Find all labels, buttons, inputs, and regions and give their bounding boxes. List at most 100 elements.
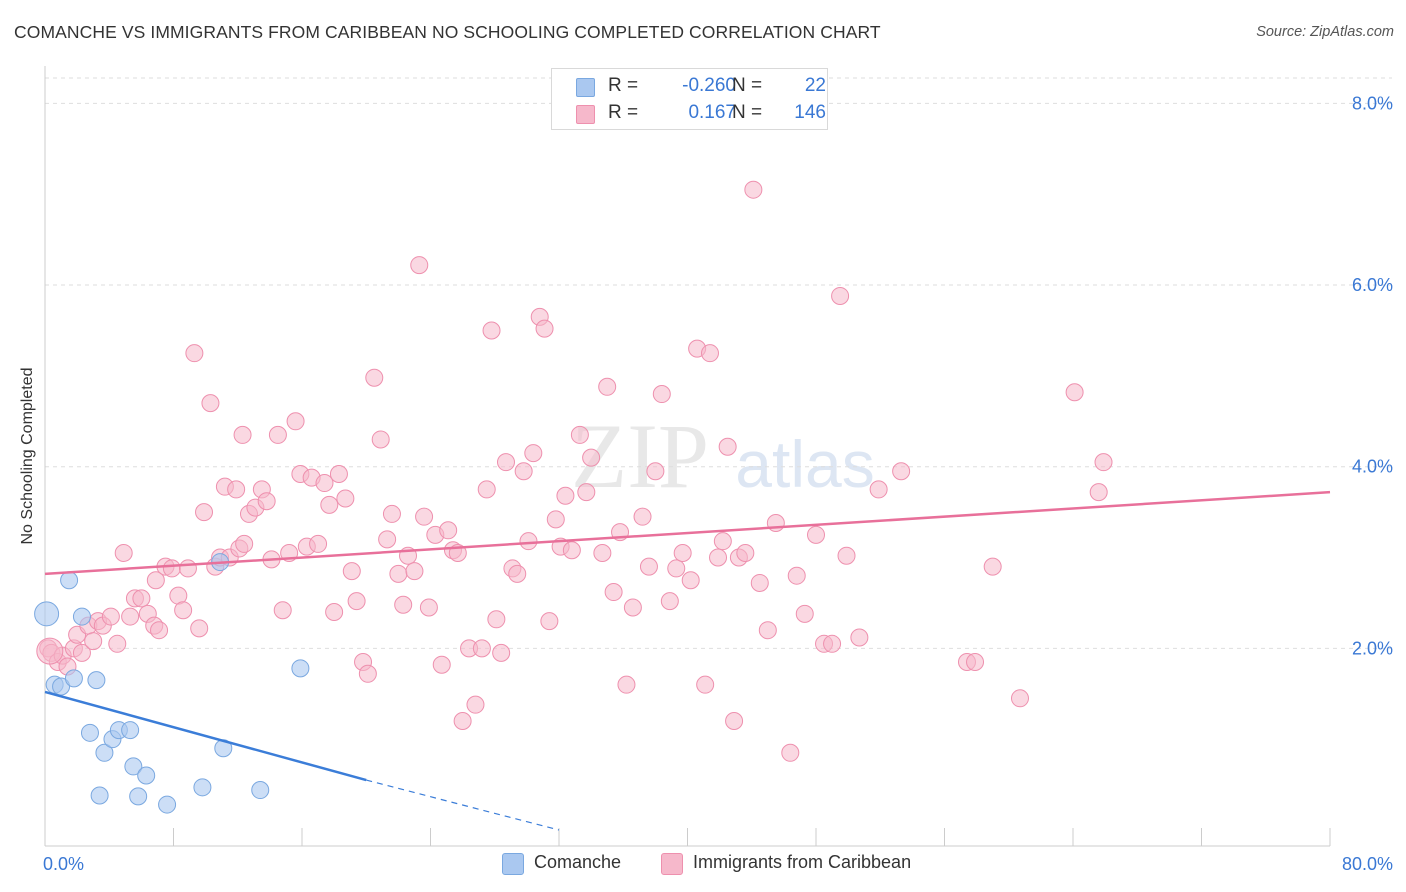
caribbean-point	[750, 573, 769, 592]
bottom-legend-label-caribbean: Immigrants from Caribbean	[693, 852, 912, 872]
caribbean-point	[713, 532, 732, 551]
caribbean-point	[410, 256, 429, 275]
comanche-point	[124, 757, 143, 776]
caribbean-point	[233, 425, 252, 444]
caribbean-trend-line	[44, 490, 1331, 576]
caribbean-point	[336, 489, 355, 508]
caribbean-point	[652, 385, 671, 404]
caribbean-point	[540, 612, 559, 631]
caribbean-point	[660, 592, 679, 611]
comanche-point	[90, 786, 109, 805]
legend-box: R = -0.260 N = 22 R = 0.167 N = 146	[551, 68, 828, 130]
comanche-point	[60, 571, 79, 590]
caribbean-point	[309, 534, 328, 553]
caribbean-point	[108, 634, 127, 653]
caribbean-point	[508, 564, 527, 583]
caribbean-point	[709, 548, 728, 567]
caribbean-point	[382, 504, 401, 523]
caribbean-point	[514, 462, 533, 481]
y-tick-label: 4.0%	[1352, 457, 1393, 477]
caribbean-point	[646, 462, 665, 481]
bottom-legend-label-comanche: Comanche	[534, 852, 622, 872]
caribbean-point	[700, 344, 719, 363]
x-tick-label: 0.0%	[43, 854, 84, 874]
bottom-legend-swatch-caribbean	[661, 853, 683, 875]
comanche-point	[291, 659, 310, 678]
trend-lines	[44, 490, 1331, 831]
caribbean-point	[787, 566, 806, 585]
caribbean-point	[162, 559, 181, 578]
caribbean-point	[174, 601, 193, 620]
caribbean-point	[535, 319, 554, 338]
caribbean-point	[365, 368, 384, 387]
caribbean-point	[195, 503, 214, 522]
chart-title: COMANCHE VS IMMIGRANTS FROM CARIBBEAN NO…	[14, 22, 881, 42]
caribbean-point	[268, 425, 287, 444]
axes	[44, 66, 1331, 847]
caribbean-point	[807, 525, 825, 544]
caribbean-point	[342, 562, 361, 581]
caribbean-point	[273, 601, 292, 620]
legend-r-label: R =	[608, 75, 639, 96]
caribbean-point	[1010, 689, 1029, 708]
legend-n-value: 22	[804, 75, 826, 96]
caribbean-point	[781, 743, 800, 762]
comanche-point	[80, 723, 99, 742]
legend-n-label: N =	[732, 102, 763, 123]
comanche-point	[137, 766, 156, 785]
comanche-point	[129, 787, 148, 806]
caribbean-point	[150, 621, 169, 640]
y-tick-label: 2.0%	[1352, 638, 1393, 658]
y-tick-label: 8.0%	[1352, 93, 1393, 113]
comanche-point	[34, 601, 60, 627]
caribbean-point	[439, 521, 458, 540]
legend-n-value: 146	[794, 102, 826, 123]
legend-r-label: R =	[608, 102, 639, 123]
comanche-point	[52, 677, 71, 696]
caribbean-point	[315, 474, 334, 493]
caribbean-point	[492, 643, 511, 662]
caribbean-point	[185, 344, 204, 363]
caribbean-point	[673, 543, 692, 562]
comanche-point	[64, 669, 83, 688]
caribbean-point	[577, 483, 596, 502]
comanche-trend-extension	[366, 779, 560, 831]
caribbean-point	[524, 444, 543, 463]
x-tick-label: 80.0%	[1342, 854, 1393, 874]
caribbean-point	[146, 571, 165, 590]
caribbean-point	[325, 603, 344, 622]
caribbean-point	[556, 486, 575, 505]
caribbean-point	[681, 571, 700, 590]
tick-labels: 2.0% 4.0% 6.0% 8.0% 0.0% 80.0%	[43, 93, 1393, 874]
comanche-point	[95, 743, 114, 762]
caribbean-point	[114, 543, 133, 562]
caribbean-point	[633, 507, 652, 526]
legend-n-label: N =	[732, 75, 763, 96]
comanche-point	[251, 781, 270, 800]
caribbean-point	[758, 621, 777, 640]
caribbean-point	[432, 655, 451, 674]
caribbean-point	[466, 695, 485, 714]
legend-r-value: 0.167	[688, 102, 736, 123]
caribbean-point	[617, 675, 636, 694]
caribbean-point	[869, 480, 888, 499]
caribbean-point	[320, 495, 339, 514]
caribbean-point	[736, 543, 755, 562]
caribbean-point	[892, 462, 911, 481]
legend-swatch-comanche	[576, 78, 595, 97]
caribbean-point	[1094, 453, 1113, 472]
caribbean-point	[201, 394, 220, 413]
caribbean-point	[329, 464, 348, 483]
comanche-point	[193, 778, 212, 797]
caribbean-point	[235, 534, 254, 553]
caribbean-point	[744, 180, 763, 199]
caribbean-point	[1065, 383, 1084, 402]
caribbean-point	[394, 595, 413, 614]
caribbean-point	[178, 559, 197, 578]
comanche-point	[158, 795, 177, 814]
caribbean-point	[482, 321, 501, 340]
caribbean-point	[562, 541, 581, 560]
caribbean-point	[227, 480, 246, 499]
caribbean-point	[190, 619, 209, 638]
